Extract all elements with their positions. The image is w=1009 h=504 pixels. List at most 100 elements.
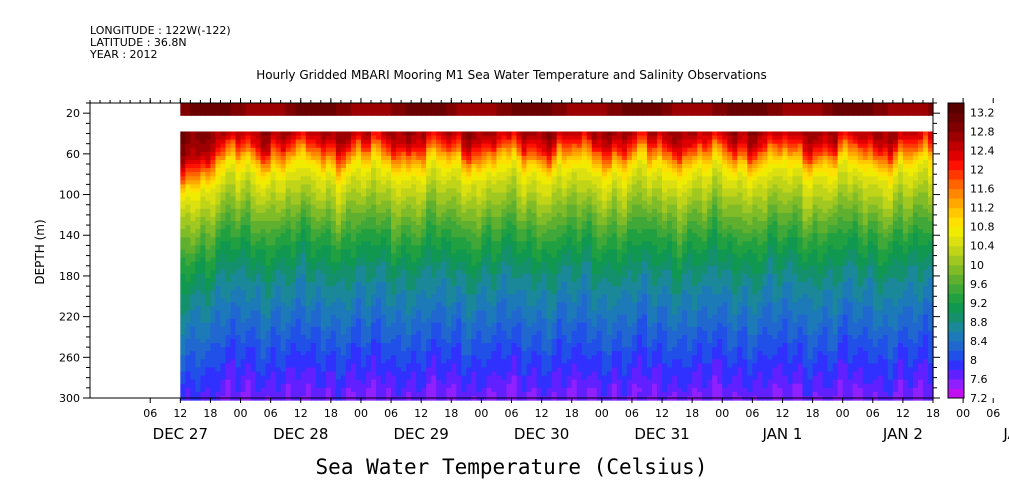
heatmap-cell — [491, 237, 498, 242]
heatmap-cell — [371, 192, 377, 198]
heatmap-cell — [526, 375, 533, 381]
heatmap-cell — [340, 302, 347, 308]
heatmap-cell — [185, 225, 191, 230]
heatmap-cell — [531, 330, 538, 336]
heatmap-cell — [360, 371, 367, 377]
heatmap-cell — [190, 237, 196, 242]
heatmap-cell — [245, 347, 252, 352]
heatmap-cell — [451, 391, 457, 397]
heatmap-cell — [260, 383, 267, 389]
heatmap-cell — [376, 249, 382, 255]
heatmap-cell — [255, 294, 262, 299]
heatmap-cell — [240, 347, 247, 352]
heatmap-cell — [401, 212, 407, 218]
heatmap-cell — [180, 302, 186, 308]
heatmap-cell — [260, 151, 267, 157]
heatmap-cell — [340, 298, 347, 303]
heatmap-cell — [355, 326, 362, 332]
heatmap-cell — [230, 290, 237, 295]
heatmap-cell — [371, 343, 377, 348]
heatmap-cell — [285, 330, 292, 336]
heatmap-cell — [486, 282, 493, 287]
heatmap-cell — [426, 269, 432, 275]
heatmap-cell — [315, 273, 322, 279]
heatmap-cell — [310, 225, 317, 230]
heatmap-cell — [401, 249, 407, 255]
heatmap-cell — [406, 330, 412, 336]
heatmap-cell — [230, 343, 237, 348]
heatmap-cell — [265, 192, 272, 198]
heatmap-cell — [461, 359, 467, 365]
heatmap-cell — [185, 330, 191, 336]
heatmap-cell — [260, 265, 267, 271]
heatmap-cell — [340, 322, 347, 328]
heatmap-cell — [245, 225, 252, 230]
heatmap-cell — [250, 212, 257, 218]
heatmap-cell — [285, 298, 292, 303]
heatmap-cell — [200, 310, 207, 316]
heatmap-cell — [290, 168, 297, 173]
heatmap-cell — [300, 371, 307, 377]
heatmap-cell — [310, 339, 317, 344]
heatmap-cell — [406, 318, 412, 324]
heatmap-cell — [230, 151, 237, 157]
heatmap-cell — [501, 168, 508, 173]
heatmap-cell — [401, 343, 407, 348]
heatmap-cell — [210, 241, 217, 247]
heatmap-cell — [325, 143, 332, 149]
heatmap-cell — [486, 221, 493, 226]
heatmap-cell — [340, 294, 347, 299]
heatmap-cell — [411, 233, 417, 238]
heatmap-cell — [265, 391, 272, 397]
heatmap-cell — [320, 184, 327, 190]
heatmap-cell — [335, 379, 342, 385]
heatmap-cell — [325, 355, 332, 360]
heatmap-cell — [190, 282, 196, 287]
heatmap-cell — [225, 277, 232, 283]
heatmap-cell — [501, 192, 508, 198]
heatmap-cell — [541, 131, 548, 137]
heatmap-cell — [260, 347, 267, 352]
heatmap-cell — [441, 172, 447, 177]
heatmap-cell — [230, 330, 237, 336]
heatmap-cell — [325, 192, 332, 198]
heatmap-cell — [531, 391, 538, 397]
heatmap-cell — [245, 359, 252, 365]
heatmap-cell — [481, 326, 488, 332]
heatmap-cell — [441, 367, 447, 373]
heatmap-cell — [210, 330, 217, 336]
heatmap-cell — [466, 139, 472, 145]
heatmap-cell — [421, 282, 427, 287]
heatmap-cell — [260, 310, 267, 316]
heatmap-cell — [190, 172, 196, 177]
heatmap-cell — [421, 241, 427, 247]
heatmap-cell — [526, 298, 533, 303]
heatmap-cell — [200, 330, 207, 336]
heatmap-cell — [451, 343, 457, 348]
heatmap-cell — [426, 192, 432, 198]
heatmap-cell — [431, 375, 437, 381]
heatmap-cell — [406, 172, 412, 177]
heatmap-cell — [396, 233, 402, 238]
heatmap-cell — [190, 225, 196, 230]
heatmap-cell — [300, 135, 307, 141]
heatmap-cell — [365, 143, 372, 149]
heatmap-cell — [245, 184, 252, 190]
heatmap-cell — [516, 168, 523, 173]
heatmap-cell — [255, 204, 262, 210]
heatmap-cell — [526, 229, 533, 234]
heatmap-cell — [486, 229, 493, 234]
heatmap-cell — [235, 225, 242, 230]
heatmap-cell — [376, 221, 382, 226]
heatmap-cell — [501, 290, 508, 295]
heatmap-cell — [340, 208, 347, 214]
heatmap-cell — [245, 371, 252, 377]
heatmap-cell — [185, 188, 191, 194]
heatmap-cell — [536, 351, 543, 356]
heatmap-cell — [235, 343, 242, 348]
heatmap-cell — [180, 322, 186, 328]
heatmap-cell — [280, 322, 287, 328]
heatmap-cell — [355, 383, 362, 389]
heatmap-cell — [310, 347, 317, 352]
heatmap-cell — [511, 249, 518, 255]
